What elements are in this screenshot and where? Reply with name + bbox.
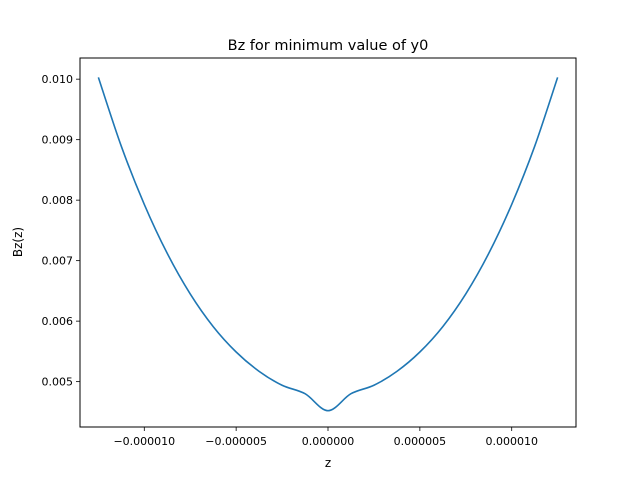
x-tick-label: −0.000010 xyxy=(113,435,175,448)
x-tick-label: 0.000000 xyxy=(302,435,355,448)
x-axis-label: z xyxy=(325,456,331,470)
x-tick-label: 0.000005 xyxy=(394,435,447,448)
y-tick-label: 0.010 xyxy=(42,73,74,86)
bz-series-line xyxy=(97,77,559,412)
y-tick-label: 0.007 xyxy=(42,255,74,268)
y-tick-label: 0.005 xyxy=(42,376,74,389)
y-tick-label: 0.009 xyxy=(42,134,74,147)
axes-frame xyxy=(79,57,577,428)
y-axis: 0.005 0.006 0.007 0.008 0.009 0.010 xyxy=(42,73,80,389)
y-axis-label: Bz(z) xyxy=(11,227,25,257)
x-tick-label: −0.000005 xyxy=(205,435,267,448)
y-tick-label: 0.008 xyxy=(42,194,74,207)
chart-title: Bz for minimum value of y0 xyxy=(228,38,429,54)
y-tick-label: 0.006 xyxy=(42,315,74,328)
plot-area xyxy=(97,77,559,412)
x-axis: −0.000010 −0.000005 0.000000 0.000005 0.0000… xyxy=(113,427,538,448)
x-tick-label: 0.000010 xyxy=(485,435,538,448)
